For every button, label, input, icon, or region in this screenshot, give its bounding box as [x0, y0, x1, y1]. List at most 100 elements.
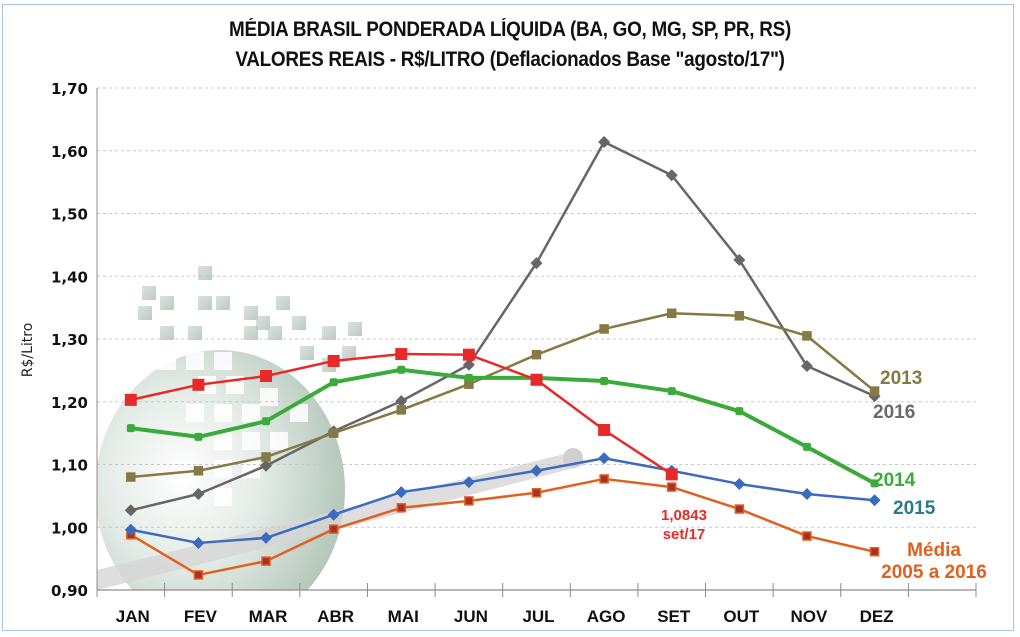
watermark-square: [276, 296, 290, 310]
series-line: [130, 140, 876, 512]
data-point-diamond: [395, 395, 408, 408]
data-point: [600, 377, 609, 386]
data-point-diamond: [124, 523, 137, 536]
y-tick-label: 1,00: [51, 519, 88, 537]
watermark-square: [300, 346, 314, 360]
data-point-square: [261, 556, 271, 566]
watermark-square: [214, 432, 232, 450]
swoosh-shape: [97, 450, 585, 590]
data-point-square: [260, 370, 273, 383]
x-tick-label: AGO: [587, 607, 626, 626]
watermark-square: [198, 296, 212, 310]
data-point-square: [734, 504, 745, 514]
x-tick-label: JUL: [522, 607, 554, 626]
watermark-square: [214, 352, 232, 370]
data-point-square: [126, 472, 136, 482]
chart-subtitle: VALORES REAIS - R$/LITRO (Deflacionados …: [235, 48, 785, 71]
data-point: [329, 378, 338, 387]
watermark-square: [268, 326, 282, 340]
series-label-m-dia-2005-a-2016: Média: [907, 540, 961, 561]
chart-title: MÉDIA BRASIL PONDERADA LÍQUIDA (BA, GO, …: [229, 18, 791, 41]
x-tick-label: JUN: [454, 607, 488, 626]
watermark-square: [186, 352, 204, 370]
series-label-2016: 2016: [873, 402, 915, 423]
data-point-square: [327, 354, 340, 367]
watermark-square: [198, 266, 212, 280]
watermark-square: [270, 432, 288, 450]
data-point-square: [665, 468, 678, 481]
watermark-square: [142, 286, 156, 300]
data-point-square: [462, 348, 475, 361]
data-point: [262, 417, 271, 426]
watermark-square: [242, 432, 260, 450]
data-point-square: [396, 405, 407, 415]
watermark-square: [322, 326, 336, 340]
data-point-square: [192, 378, 205, 391]
watermark-square: [160, 326, 174, 340]
data-point-square: [395, 348, 408, 361]
watermark-square: [188, 326, 202, 340]
watermark-square: [290, 404, 308, 422]
x-tick-label: NOV: [791, 607, 829, 626]
data-point-diamond: [260, 459, 273, 472]
data-point-square: [530, 373, 543, 386]
data-point: [194, 432, 203, 441]
data-point-square: [193, 466, 204, 476]
watermark-square: [158, 352, 176, 370]
data-point-square: [124, 393, 137, 406]
data-point-square: [666, 308, 677, 319]
x-axis-ticks: JAN FEV MAR ABR MAI JUN JUL AGO SET OUT NOV DEZ: [116, 607, 894, 626]
data-point-diamond: [124, 504, 137, 517]
data-point-diamond: [462, 476, 475, 489]
series-label-2013: 2013: [880, 368, 922, 389]
x-tick-label: ABR: [317, 607, 354, 626]
x-tick-label: DEZ: [860, 607, 894, 626]
y-axis-label: R$/Litro: [20, 323, 36, 378]
watermark-square: [216, 296, 230, 310]
series-label-2014: 2014: [873, 470, 916, 491]
y-tick-label: 1,70: [51, 80, 88, 98]
data-point-diamond: [327, 508, 340, 521]
x-tick-label: SET: [657, 607, 691, 626]
data-point-diamond: [733, 253, 746, 266]
annotations: 1,0843 set/17: [661, 507, 707, 543]
data-point-diamond: [192, 536, 205, 549]
series-line: [130, 456, 875, 545]
data-point-square: [531, 349, 542, 360]
data-point: [667, 387, 676, 396]
data-point-square: [869, 386, 880, 396]
watermark-square: [244, 306, 258, 320]
data-point-diamond: [800, 359, 813, 372]
data-point-square: [666, 482, 677, 492]
x-tick-label: MAR: [249, 607, 288, 626]
series-label-2015: 2015: [893, 498, 936, 519]
series-line: [130, 477, 875, 577]
watermark-square: [214, 460, 232, 478]
y-tick-label: 1,30: [51, 331, 88, 349]
x-tick-label: OUT: [723, 607, 760, 626]
series-line: [130, 312, 876, 479]
data-point-square: [531, 487, 542, 498]
gridlines: [97, 87, 976, 528]
data-point: [397, 365, 406, 374]
series-2017: [124, 348, 678, 481]
data-point-square: [869, 546, 880, 557]
chart-frame: [2, 4, 1014, 631]
watermark-square: [342, 346, 356, 360]
series-label-m-dia-2005-a-2016: 2005 a 2016: [881, 562, 987, 583]
series-2013: [126, 308, 880, 482]
data-point: [735, 407, 744, 416]
watermark-square: [214, 404, 232, 422]
data-point-diamond: [530, 464, 543, 477]
value-annotation: set/17: [663, 526, 706, 543]
y-tick-label: 0,90: [51, 582, 88, 600]
data-point-diamond: [530, 257, 543, 270]
data-point-diamond: [665, 169, 678, 182]
data-point-diamond: [800, 487, 813, 500]
watermark-square: [348, 322, 362, 336]
data-point-square: [599, 474, 609, 484]
data-point-square: [193, 570, 204, 580]
data-point: [464, 373, 473, 382]
